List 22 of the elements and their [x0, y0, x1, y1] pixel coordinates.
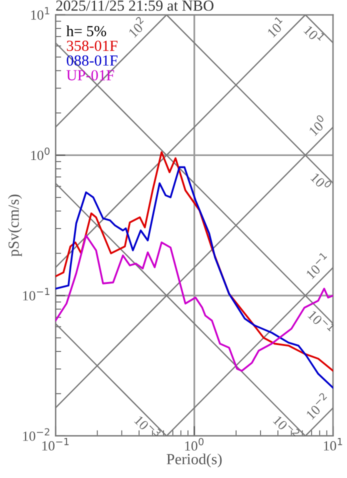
annotation: 10$^{−1}$	[303, 252, 331, 280]
annotation: 10$^{−3}$	[134, 412, 162, 441]
x-axis-title: Period(s)	[166, 454, 222, 468]
annotation: 10$^{0}$	[306, 114, 328, 136]
text: 088-01F	[66, 55, 118, 66]
x-tick-label: 10$^{1}$	[324, 438, 342, 451]
legend-title: h= 5%	[66, 26, 106, 36]
annotation: 10$^{−2}$	[303, 392, 331, 420]
text: 358-01F	[66, 40, 118, 51]
chart-title: 2025/11/25 21:59 at NBO	[56, 0, 214, 11]
x-tick-label: 10$^{0}$	[185, 438, 204, 451]
y-axis-title: pSv(cm/s)	[8, 194, 22, 257]
annotation: 10$^{1}$	[264, 16, 286, 38]
annotation: 10$^{2}$	[126, 16, 148, 38]
y-tick-label: 10$^{0}$	[31, 147, 50, 160]
y-tick-label: 10$^{1}$	[31, 7, 50, 20]
y-tick-label: 10$^{−1}$	[23, 288, 50, 300]
text: UP-01F	[66, 70, 114, 80]
annotation: 10$^{0}$	[310, 170, 332, 192]
annotation: 10$^{−2}$	[272, 412, 300, 440]
annotation: 10$^{−1}$	[308, 308, 335, 336]
annotation: 10$^{1}$	[303, 22, 326, 45]
